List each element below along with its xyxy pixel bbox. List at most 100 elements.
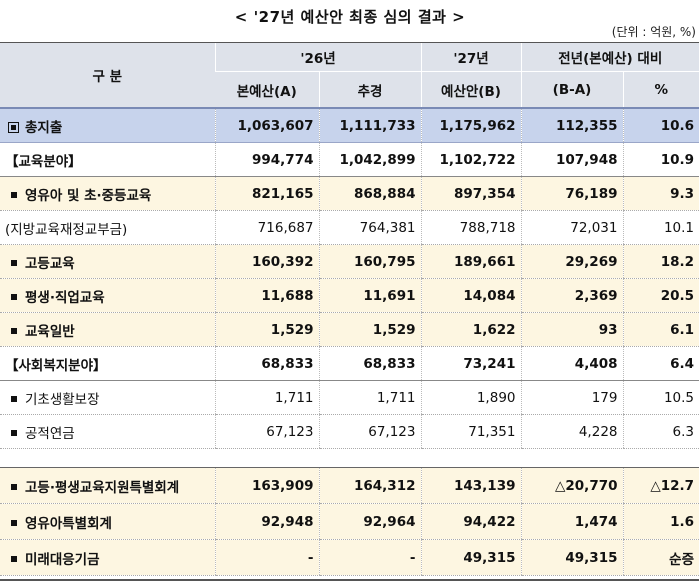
row-label: 영유아특별회계 (25, 515, 112, 532)
page-title: < '27년 예산안 최종 심의 결과 > (234, 8, 466, 26)
cell-b: 49,315 (420, 539, 521, 576)
cell-pct: 9.3 (622, 176, 700, 211)
row-label: 교육일반 (25, 323, 75, 340)
header-compare: 전년(본예산) 대비 (520, 43, 700, 72)
header-category: 구 분 (0, 43, 215, 109)
header-2027: '27년 (420, 43, 521, 72)
cell-b: 14,084 (420, 278, 521, 313)
cell-pct: 10.1 (622, 210, 700, 245)
row-label: 고등·평생교육지원특별회계 (25, 479, 180, 496)
table-row: 고등교육 160,392 160,795 189,661 29,269 18.2 (0, 244, 700, 279)
table-row: 공적연금 67,123 67,123 71,351 4,228 6.3 (0, 414, 700, 449)
table-row: 영유아 및 초·중등교육 821,165 868,884 897,354 76,… (0, 176, 700, 211)
cell-diff: 2,369 (520, 278, 623, 313)
table-bottom-border (0, 579, 699, 581)
header-pct: % (622, 71, 700, 109)
cell-supp: 160,795 (318, 244, 421, 279)
cell-b: 788,718 (420, 210, 521, 245)
bullet-icon (11, 293, 17, 300)
row-label: 영유아 및 초·중등교육 (25, 187, 152, 204)
row-label: 평생·직업교육 (25, 289, 105, 306)
cell-pct: 10.6 (622, 107, 700, 143)
cell-a: 160,392 (214, 244, 319, 279)
cell-diff: 49,315 (520, 539, 623, 576)
cell-supp: 164,312 (318, 467, 421, 504)
cell-diff: 93 (520, 312, 623, 347)
cell-b: 71,351 (420, 414, 521, 449)
row-label: 기초생활보장 (25, 391, 100, 408)
cell-supp: 11,691 (318, 278, 421, 313)
cell-diff: △20,770 (520, 467, 623, 504)
table-row: 【교육분야】 994,774 1,042,899 1,102,722 107,9… (0, 142, 700, 177)
bullet-icon (11, 483, 17, 490)
cell-pct: 순증 (622, 539, 700, 576)
cell-supp: 1,529 (318, 312, 421, 347)
cell-supp: 92,964 (318, 503, 421, 540)
row-label: 【교육분야】 (0, 142, 215, 177)
table-row: (지방교육재정교부금) 716,687 764,381 788,718 72,0… (0, 210, 700, 245)
bullet-icon (11, 555, 17, 562)
cell-diff: 4,408 (520, 346, 623, 381)
cell-supp: 1,711 (318, 380, 421, 415)
cell-a: 92,948 (214, 503, 319, 540)
table-row: 미래대응기금 - - 49,315 49,315 순증 (0, 539, 700, 576)
spacer-row (0, 448, 700, 468)
header-supplementary: 추경 (318, 71, 421, 109)
bullet-icon (11, 519, 17, 526)
cell-pct: 20.5 (622, 278, 700, 313)
row-label: (지방교육재정교부금) (0, 210, 215, 245)
cell-pct: 6.4 (622, 346, 700, 381)
cell-pct: 18.2 (622, 244, 700, 279)
table-row: 교육일반 1,529 1,529 1,622 93 6.1 (0, 312, 700, 347)
header-diff: (B-A) (520, 71, 623, 109)
cell-supp: 1,042,899 (318, 142, 421, 177)
cell-b: 1,175,962 (420, 107, 521, 143)
table-row: 평생·직업교육 11,688 11,691 14,084 2,369 20.5 (0, 278, 700, 313)
cell-a: 163,909 (214, 467, 319, 504)
cell-pct: 1.6 (622, 503, 700, 540)
cell-b: 73,241 (420, 346, 521, 381)
cell-b: 1,890 (420, 380, 521, 415)
cell-diff: 112,355 (520, 107, 623, 143)
cell-b: 189,661 (420, 244, 521, 279)
cell-supp: 868,884 (318, 176, 421, 211)
cell-a: 68,833 (214, 346, 319, 381)
cell-diff: 107,948 (520, 142, 623, 177)
bullet-icon (11, 395, 17, 402)
cell-diff: 179 (520, 380, 623, 415)
row-label: 미래대응기금 (25, 551, 100, 568)
cell-b: 1,622 (420, 312, 521, 347)
row-label: 【사회복지분야】 (0, 346, 215, 381)
cell-pct: 6.3 (622, 414, 700, 449)
bullet-icon (11, 259, 17, 266)
table-row: 【사회복지분야】 68,833 68,833 73,241 4,408 6.4 (0, 346, 700, 381)
cell-a: 1,529 (214, 312, 319, 347)
row-label: 공적연금 (25, 425, 75, 442)
unit-label: (단위 : 억원, %) (611, 25, 696, 39)
cell-a: - (214, 539, 319, 576)
row-label: 고등교육 (25, 255, 75, 272)
table-row: 총지출 1,063,607 1,111,733 1,175,962 112,35… (0, 107, 700, 143)
cell-a: 11,688 (214, 278, 319, 313)
cell-a: 1,711 (214, 380, 319, 415)
cell-b: 94,422 (420, 503, 521, 540)
header-2026: '26년 (214, 43, 421, 72)
cell-pct: 10.9 (622, 142, 700, 177)
bullet-icon (11, 429, 17, 436)
row-label: 총지출 (25, 119, 63, 136)
cell-pct: 6.1 (622, 312, 700, 347)
cell-a: 1,063,607 (214, 107, 319, 143)
table-row: 고등·평생교육지원특별회계 163,909 164,312 143,139 △2… (0, 467, 700, 504)
cell-b: 143,139 (420, 467, 521, 504)
cell-a: 994,774 (214, 142, 319, 177)
cell-supp: - (318, 539, 421, 576)
cell-diff: 1,474 (520, 503, 623, 540)
bullet-icon (11, 327, 17, 334)
bullet-icon (11, 191, 17, 198)
cell-b: 1,102,722 (420, 142, 521, 177)
header-budget-b: 예산안(B) (420, 71, 521, 109)
cell-a: 821,165 (214, 176, 319, 211)
cell-supp: 68,833 (318, 346, 421, 381)
cell-diff: 29,269 (520, 244, 623, 279)
cell-a: 67,123 (214, 414, 319, 449)
